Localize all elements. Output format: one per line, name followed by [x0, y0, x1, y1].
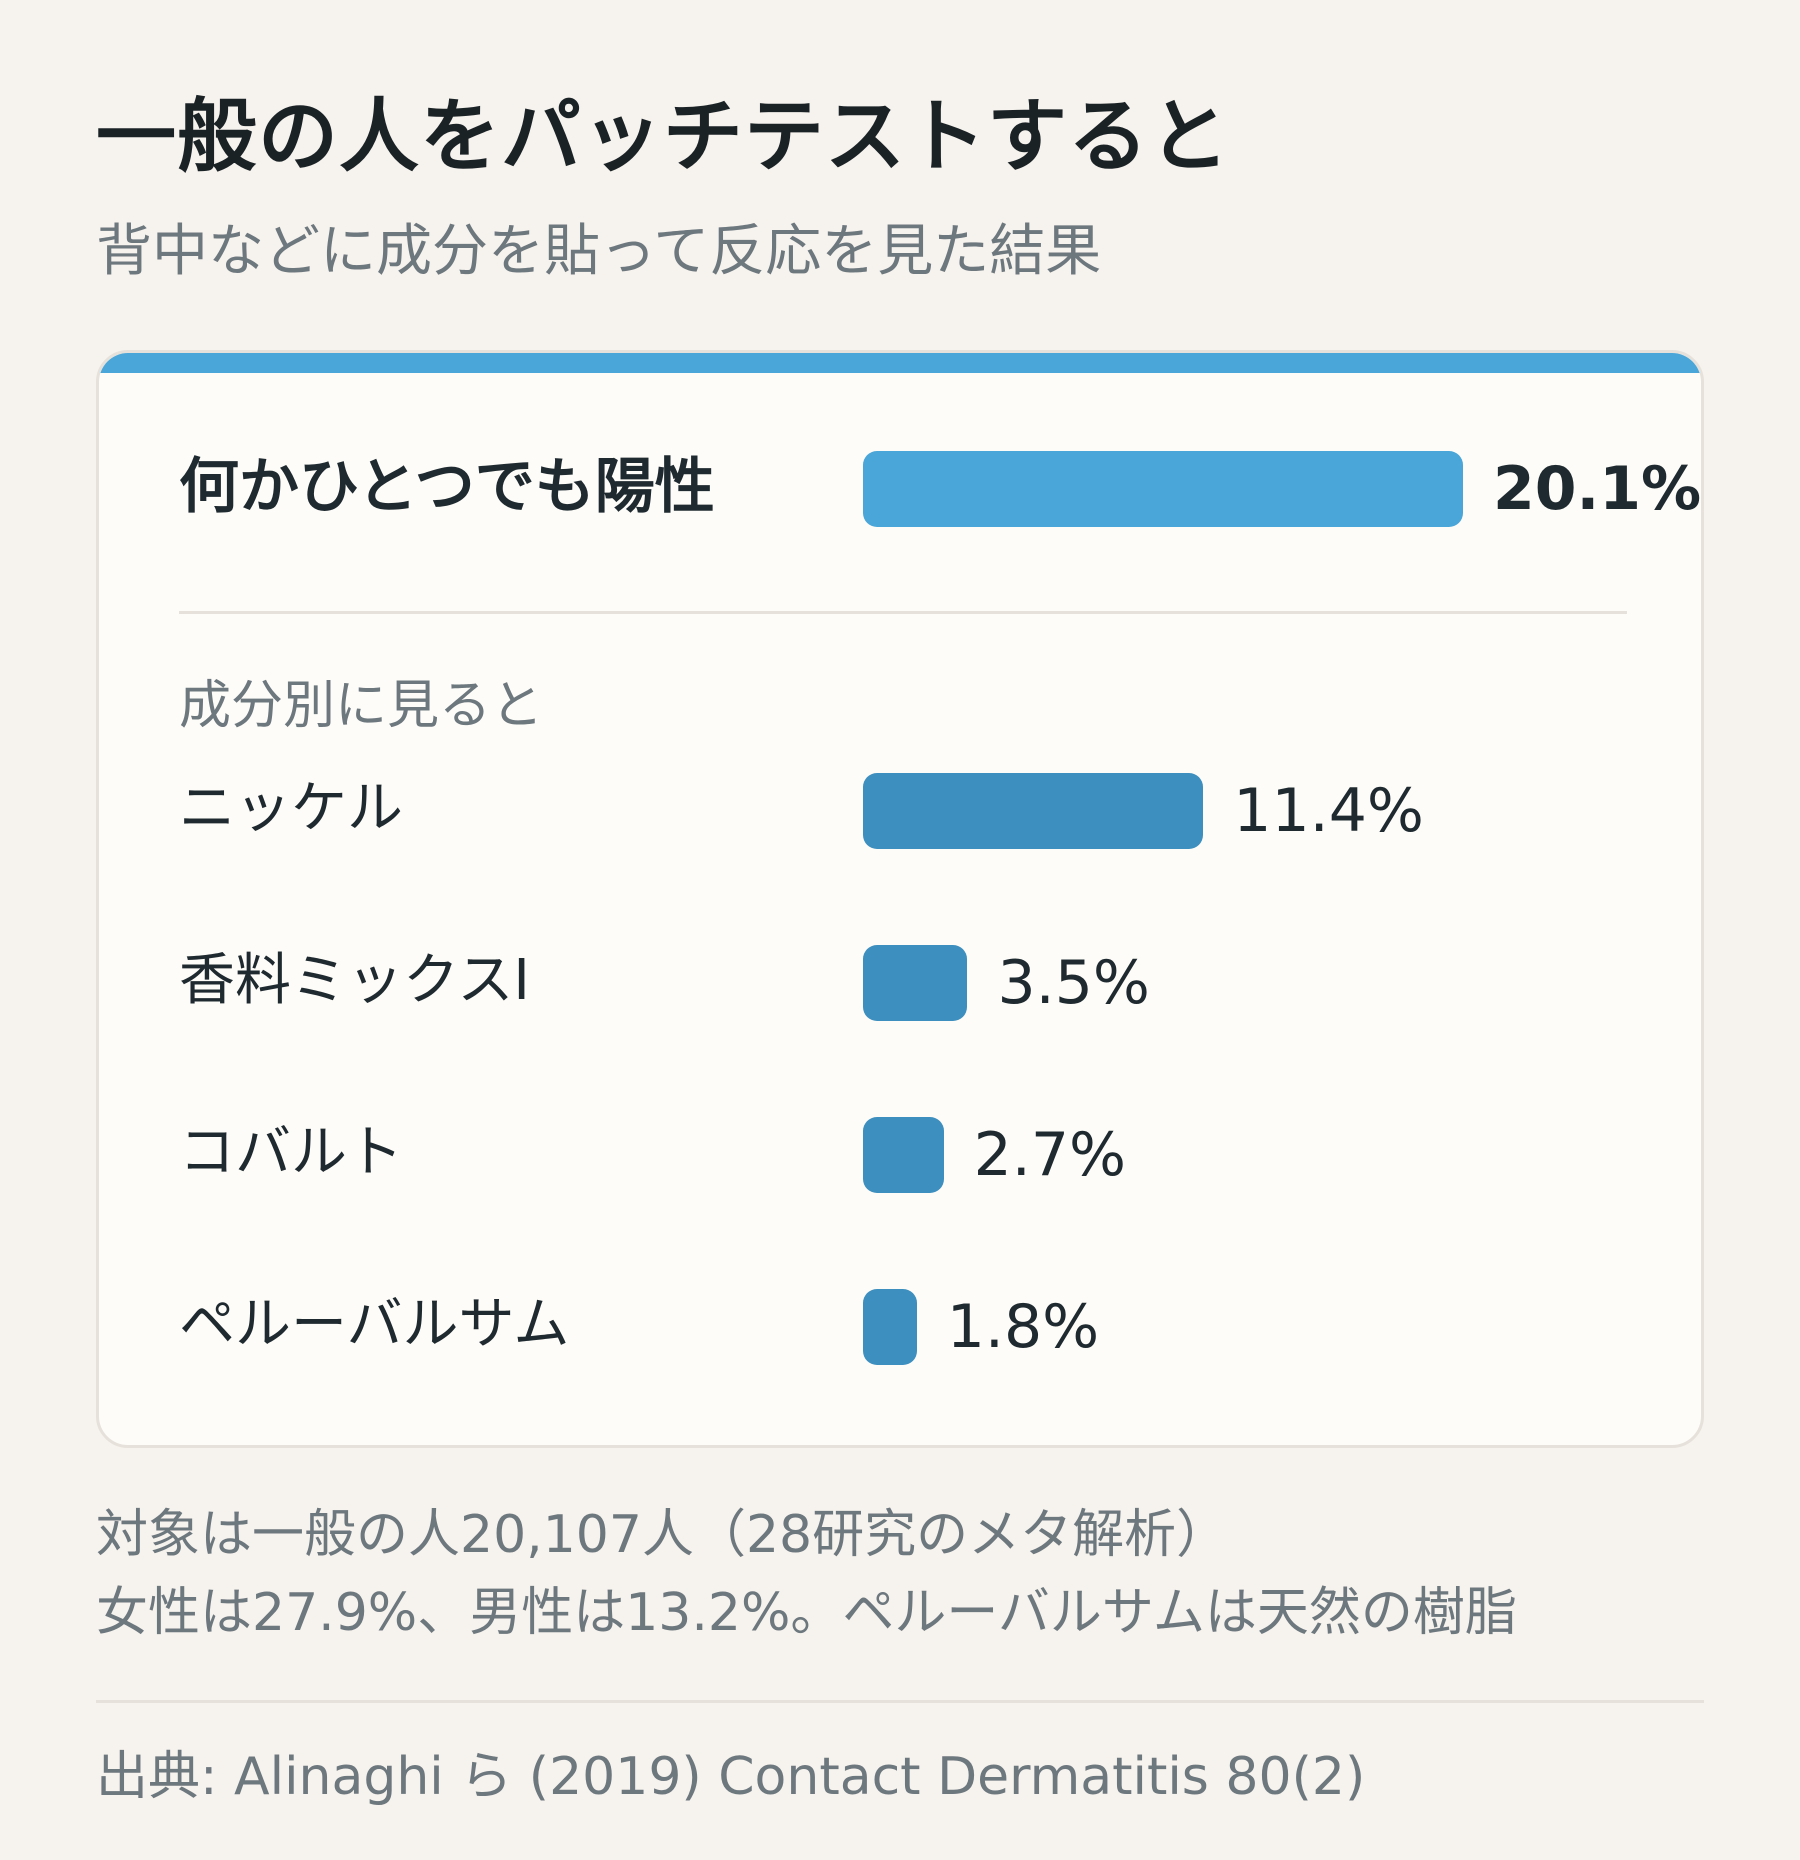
chart-title: 一般の人をパッチテストすると [96, 90, 1230, 183]
bar-value-label: 3.5% [997, 948, 1150, 1018]
bar-value-label: 1.8% [946, 1292, 1100, 1362]
bar-value-label: 11.4% [1233, 776, 1424, 846]
chart-card: 成分別に見ると 何かひとつでも陽性 20.1% ニッケル 11.4% 香料ミックスI 3.… [96, 350, 1704, 1448]
total-label: 何かひとつでも陽性 [179, 452, 715, 522]
card-accent-bar [99, 353, 1701, 373]
note-line-1: 対象は一般の人20,107人（28研究のメタ解析） [96, 1505, 1229, 1565]
bar [863, 945, 968, 1021]
total-divider [179, 611, 1627, 614]
bar-value-label: 2.7% [973, 1120, 1127, 1190]
total-value-label: 20.1% [1493, 454, 1702, 524]
bar-label: ニッケル [179, 776, 403, 841]
bar-label: ペルーバルサム [179, 1292, 570, 1357]
source-citation: 出典: Alinaghi ら (2019) Contact Dermatitis… [96, 1747, 1366, 1807]
section-label: 成分別に見ると [179, 676, 544, 736]
bar-label: 香料ミックスI [179, 948, 530, 1013]
note-line-2: 女性は27.9%、男性は13.2%。ペルーバルサムは天然の樹脂 [96, 1583, 1517, 1643]
total-bar [863, 451, 1463, 527]
bar-label: コバルト [179, 1120, 403, 1185]
chart-subtitle: 背中などに成分を貼って反応を見た結果 [96, 219, 1102, 284]
bar [863, 773, 1204, 849]
bar [863, 1117, 944, 1193]
bar [863, 1289, 917, 1365]
footer-divider [96, 1700, 1704, 1703]
